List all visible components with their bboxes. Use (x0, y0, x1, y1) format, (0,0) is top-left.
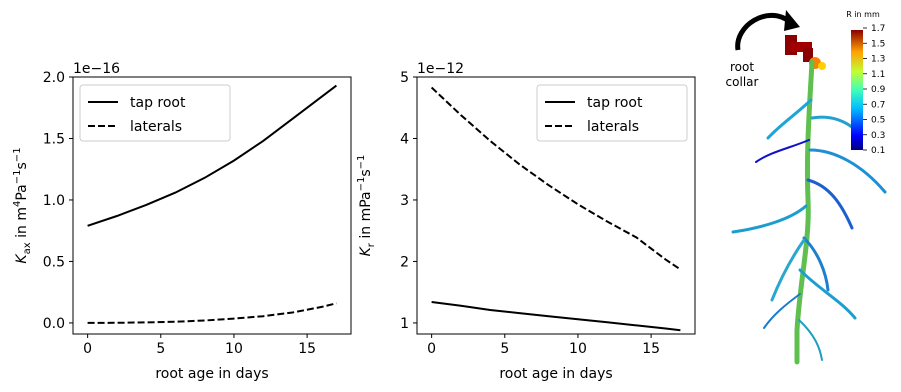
x-axis-label: root age in days (155, 366, 268, 382)
colorbar (851, 30, 863, 150)
x-axis-label: root age in days (499, 366, 612, 382)
colorbar-tick-label: 0.9 (871, 85, 886, 95)
y-axis-label: Kr in mPa−1s−1 (356, 155, 377, 257)
x-tick-label: 5 (500, 341, 509, 357)
y-tick-label: 5 (400, 70, 409, 86)
legend-label: laterals (130, 119, 182, 135)
root-system-image: root collar R in mm 1.7 1.5 1.3 1.1 0.9 0.7 0.5… (726, 10, 887, 365)
colorbar-tick-label: 1.1 (871, 70, 885, 80)
colorbar-tick-label: 0.7 (871, 100, 885, 110)
x-tick-label: 10 (569, 341, 587, 357)
y-tick-label: 0.0 (43, 316, 65, 332)
series-line-laterals (430, 86, 681, 271)
offset-text: 1e−12 (417, 61, 464, 77)
series-line-tap-root (431, 301, 681, 332)
colorbar-tick-label: 1.5 (871, 39, 885, 49)
y-tick-label: 1.5 (43, 131, 65, 147)
colorbar-title: R in mm (846, 10, 880, 19)
x-tick-label: 0 (427, 341, 436, 357)
y-tick-label: 0.5 (43, 254, 65, 270)
colorbar-tick-label: 1.7 (871, 24, 885, 34)
y-tick-label: 1.0 (43, 193, 65, 209)
legend-box (79, 84, 231, 142)
y-tick-label: 3 (400, 193, 409, 209)
colorbar-tick-label: 0.5 (871, 116, 885, 126)
kr-panel: 0 5 10 15 1 2 3 4 5 1e−12 root age in days Kr in mP… (356, 61, 696, 382)
legend-label: tap root (587, 95, 643, 111)
colorbar-tick-label: 0.3 (871, 131, 885, 141)
y-axis-label: Kax in m4Pa−1s−1 (12, 147, 33, 263)
legend-box (536, 84, 688, 142)
kax-panel: 0 5 10 15 0.0 0.5 1.0 1.5 2.0 1e−16 root age in da… (12, 61, 352, 382)
curved-arrow-icon (735, 13, 792, 51)
root-collar-label: root collar (726, 60, 759, 89)
x-tick-label: 0 (83, 341, 92, 357)
root-branches (731, 59, 887, 365)
x-tick-label: 10 (225, 341, 243, 357)
y-tick-label: 2 (400, 254, 409, 270)
y-tick-label: 4 (400, 131, 409, 147)
y-tick-label: 1 (400, 316, 409, 332)
y-tick-label: 2.0 (43, 70, 65, 86)
colorbar-ticks: 1.7 1.5 1.3 1.1 0.9 0.7 0.5 0.3 0.1 (863, 24, 886, 156)
legend-label: tap root (130, 95, 186, 111)
offset-text: 1e−16 (73, 61, 120, 77)
series-line-tap-root (87, 84, 338, 227)
root-collar-shape (785, 35, 826, 70)
x-tick-label: 5 (156, 341, 165, 357)
x-tick-label: 15 (642, 341, 660, 357)
arrow-head-icon (784, 10, 800, 31)
legend-label: laterals (587, 119, 639, 135)
series-line-laterals (87, 302, 337, 324)
colorbar-tick-label: 1.3 (871, 55, 885, 65)
x-tick-label: 15 (298, 341, 316, 357)
colorbar-tick-label: 0.1 (871, 146, 885, 156)
